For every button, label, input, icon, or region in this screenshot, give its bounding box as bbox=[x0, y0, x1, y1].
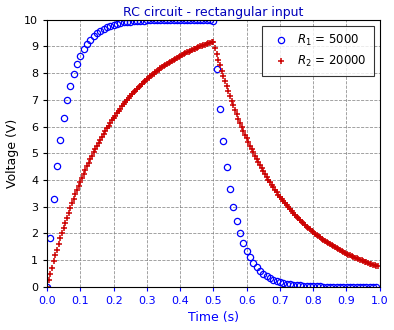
$R_2$ = 20000 bbox=[376, 264, 381, 268]
$R_2$ = 20000 bbox=[65, 215, 69, 219]
$R_2$ = 20000 bbox=[211, 40, 216, 44]
$R_2$ = 20000 bbox=[58, 236, 63, 240]
$R_1$ = 5000 bbox=[374, 285, 379, 289]
$R_2$ = 20000 bbox=[133, 89, 138, 93]
Title: RC circuit - rectangular input: RC circuit - rectangular input bbox=[123, 6, 303, 18]
$R_1$ = 5000 bbox=[218, 107, 223, 111]
$R_2$ = 20000 bbox=[45, 285, 50, 289]
$R_2$ = 20000 bbox=[361, 259, 366, 263]
Line: $R_2$ = 20000: $R_2$ = 20000 bbox=[44, 39, 382, 290]
$R_1$ = 5000 bbox=[361, 285, 366, 289]
$R_1$ = 5000 bbox=[121, 20, 126, 24]
Legend: $R_1$ = 5000, $R_2$ = 20000: $R_1$ = 5000, $R_2$ = 20000 bbox=[262, 26, 374, 76]
$R_1$ = 5000 bbox=[208, 18, 212, 22]
Y-axis label: Voltage (V): Voltage (V) bbox=[6, 119, 19, 188]
$R_1$ = 5000 bbox=[351, 285, 355, 289]
$R_1$ = 5000 bbox=[45, 285, 50, 289]
Line: $R_1$ = 5000: $R_1$ = 5000 bbox=[44, 16, 379, 290]
$R_2$ = 20000 bbox=[349, 254, 354, 258]
$R_2$ = 20000 bbox=[106, 124, 111, 128]
X-axis label: Time (s): Time (s) bbox=[188, 312, 239, 324]
$R_1$ = 5000 bbox=[244, 249, 249, 253]
$R_1$ = 5000 bbox=[108, 24, 113, 28]
